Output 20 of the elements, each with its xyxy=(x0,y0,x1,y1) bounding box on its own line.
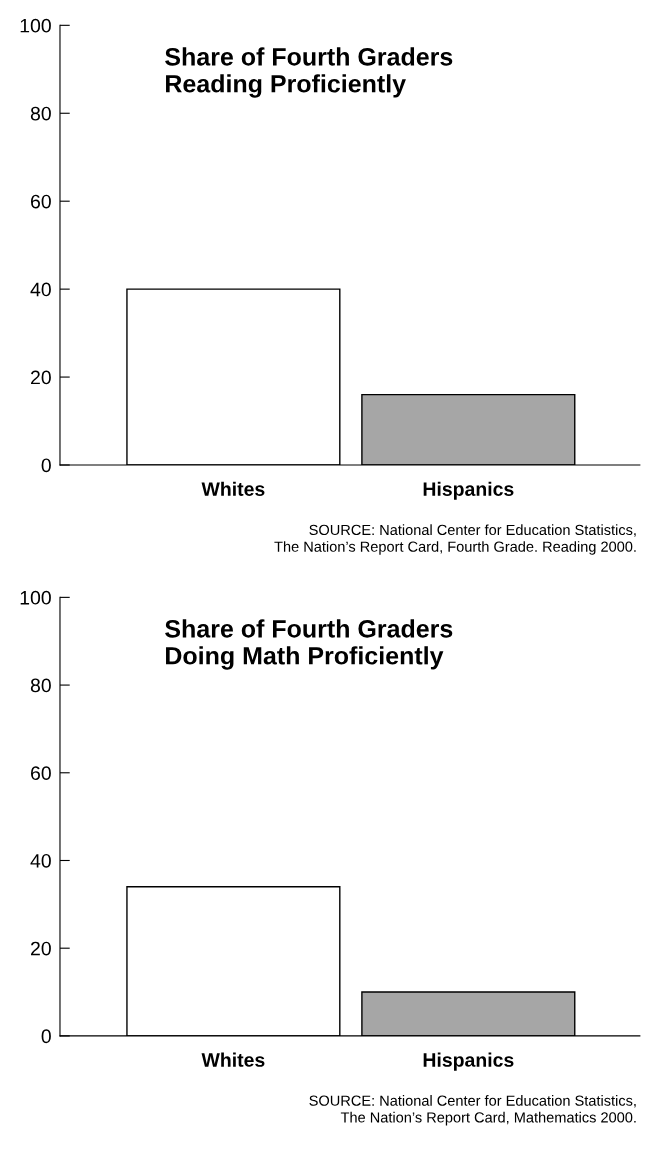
text: Share of Fourth Graders Reading Proficiently xyxy=(165,47,453,98)
x-tick-label: Hispanics xyxy=(423,481,514,500)
y-tick-label: 60 xyxy=(31,194,51,209)
y-tick-label: 100 xyxy=(20,590,51,605)
source-note: SOURCE: National Center for Education Statistics, The Nation’s Report Card, Fourth Grade. Reading 2000. xyxy=(274,524,636,555)
text: Share of Fourth Graders Doing Math Proficiently xyxy=(165,619,453,670)
y-tick-label: 20 xyxy=(31,370,51,385)
source-note: SOURCE: National Center for Education Statistics, The Nation’s Report Card, Mathematics 2000. xyxy=(309,1095,636,1126)
y-tick-label: 20 xyxy=(31,941,51,956)
x-tick-label: Hispanics xyxy=(423,1052,514,1071)
y-tick-label: 80 xyxy=(30,678,51,693)
y-tick-label: 0 xyxy=(41,458,51,473)
x-tick-label: Whites xyxy=(201,1052,265,1067)
x-tick-label: Whites xyxy=(201,481,265,496)
y-tick-label: 40 xyxy=(30,282,51,297)
y-tick-label: 0 xyxy=(41,1029,51,1044)
y-tick-label: 100 xyxy=(20,18,51,33)
y-tick-label: 40 xyxy=(30,853,51,868)
y-tick-label: 80 xyxy=(30,106,51,121)
y-tick-label: 60 xyxy=(31,766,51,781)
